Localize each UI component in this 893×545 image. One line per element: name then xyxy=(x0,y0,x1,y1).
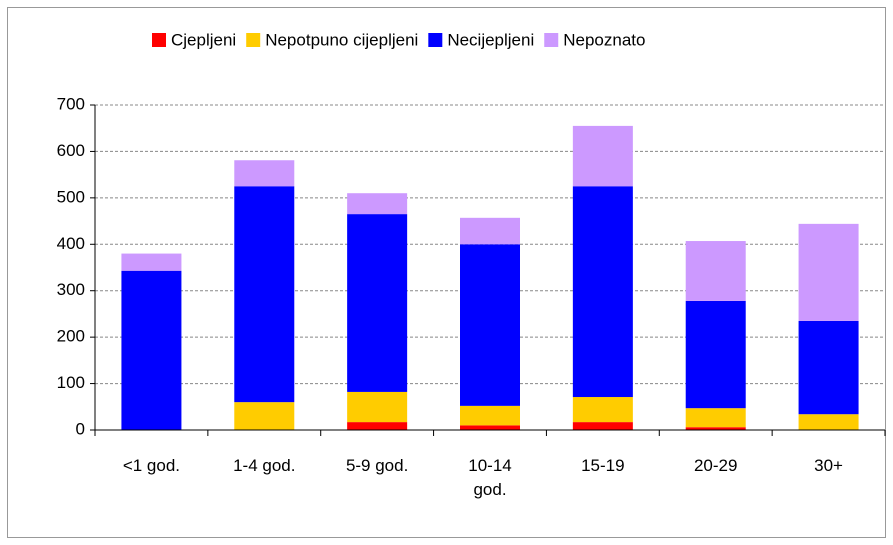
bar-segment xyxy=(460,244,520,406)
bar-segment xyxy=(798,223,859,321)
bar-segment xyxy=(685,241,746,301)
x-tick-label: 5-9 god. xyxy=(345,456,409,475)
legend-label: Necijepljeni xyxy=(447,30,534,49)
x-tick-label: 30+ xyxy=(814,456,843,475)
bar-segment xyxy=(234,186,295,403)
bar-segment xyxy=(572,397,633,423)
bar-segment xyxy=(347,214,408,392)
y-tick-label: 500 xyxy=(57,187,85,206)
y-tick-label: 100 xyxy=(57,373,85,392)
bar-segment xyxy=(234,402,295,430)
bar-segment xyxy=(685,427,746,430)
y-tick-label: 0 xyxy=(76,419,85,438)
y-tick-label: 400 xyxy=(57,234,85,253)
bar-segment xyxy=(798,320,859,415)
bar-segment xyxy=(121,270,182,430)
bar-segment xyxy=(347,193,408,215)
legend-label: Cjepljeni xyxy=(171,30,236,49)
bar-segment xyxy=(121,253,182,271)
legend-swatch xyxy=(152,33,166,47)
legend-label: Nepoznato xyxy=(563,30,645,49)
bar-segment xyxy=(572,186,633,398)
bar-segment xyxy=(347,391,408,423)
x-tick-label: 1-4 god. xyxy=(233,456,296,475)
legend-label: Nepotpuno cijepljeni xyxy=(265,30,418,49)
bar-segment xyxy=(460,405,520,426)
legend-swatch xyxy=(428,33,443,47)
y-tick-label: 700 xyxy=(57,94,85,113)
bar-segment xyxy=(347,422,408,430)
bar-segment xyxy=(572,422,633,430)
bar-segment xyxy=(460,217,520,245)
x-tick-label: 10-14 god. xyxy=(468,456,512,499)
bar-segment xyxy=(460,425,520,430)
x-tick-label: 20-29 xyxy=(693,456,738,475)
bar-segment xyxy=(685,300,746,409)
x-tick-label: <1 god. xyxy=(122,456,181,475)
bar-segment xyxy=(685,408,746,428)
x-tick-label: 15-19 xyxy=(581,456,625,475)
y-tick-label: 600 xyxy=(57,141,85,160)
y-tick-label: 300 xyxy=(57,280,85,299)
legend-swatch xyxy=(544,33,559,47)
bar-segment xyxy=(234,160,295,187)
y-tick-label: 200 xyxy=(57,327,85,346)
bar-segment xyxy=(572,125,633,187)
bar-segment xyxy=(798,414,859,430)
legend-swatch xyxy=(246,33,261,47)
